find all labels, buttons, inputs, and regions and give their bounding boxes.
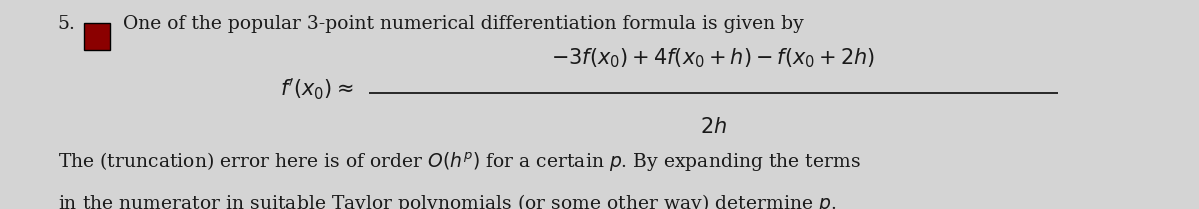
Text: in the numerator in suitable Taylor polynomials (or some other way) determine $p: in the numerator in suitable Taylor poly… <box>58 192 836 209</box>
Text: $2h$: $2h$ <box>700 117 727 138</box>
Text: $-3f(x_0) + 4f(x_0 + h) - f(x_0 + 2h)$: $-3f(x_0) + 4f(x_0 + h) - f(x_0 + 2h)$ <box>552 47 875 70</box>
Text: $f'(x_0) \approx$: $f'(x_0) \approx$ <box>281 76 354 102</box>
Text: One of the popular 3-point numerical differentiation formula is given by: One of the popular 3-point numerical dif… <box>123 15 805 33</box>
FancyBboxPatch shape <box>84 23 110 50</box>
Text: The (truncation) error here is of order $O(h^p)$ for a certain $p$. By expanding: The (truncation) error here is of order … <box>58 150 861 174</box>
Text: 5.: 5. <box>58 15 76 33</box>
